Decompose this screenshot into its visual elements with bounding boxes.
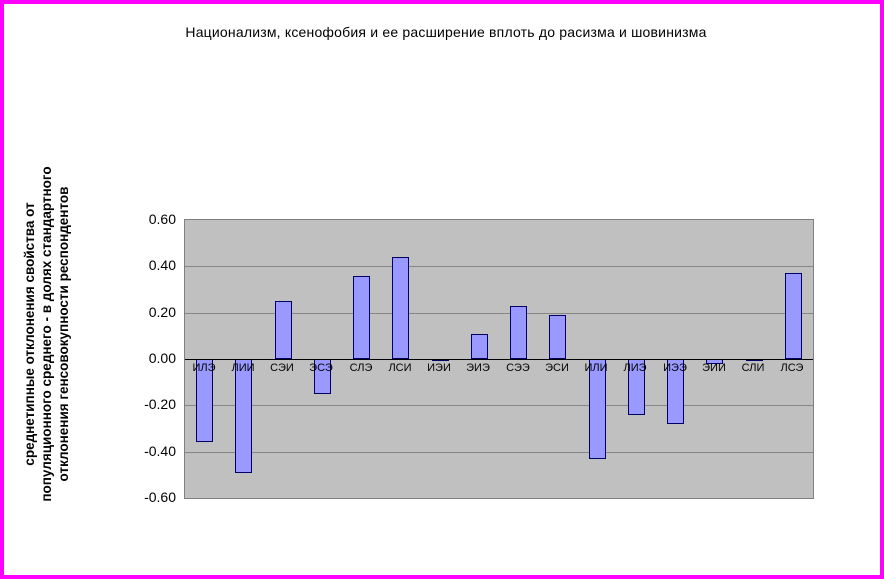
gridline — [185, 405, 813, 406]
bar-ЭИЭ — [471, 334, 488, 359]
gridline — [185, 266, 813, 267]
bar-ЛСИ — [392, 257, 409, 359]
y-axis-tick-label: 0.20 — [148, 304, 176, 320]
bar-ЛИИ — [235, 359, 252, 473]
x-axis-category-label: СЛИ — [741, 362, 765, 374]
x-axis-category-label: ЭИЭ — [466, 362, 490, 374]
y-axis-title-line: популяционного среднего - в долях станда… — [39, 166, 54, 502]
x-axis-category-label: СЭИ — [270, 362, 294, 374]
x-axis-category-label: СЛЭ — [349, 362, 373, 374]
y-axis-tick-label: -0.40 — [144, 443, 176, 459]
x-axis-category-label: ЛСИ — [388, 362, 412, 374]
x-axis-category-label: ИЛИ — [584, 362, 608, 374]
x-axis-category-label: ЭИИ — [702, 362, 726, 374]
x-axis-category-label: ИЭИ — [427, 362, 451, 374]
x-axis-category-label: ЭСЭ — [309, 362, 333, 374]
x-axis-category-label: ИЭЭ — [663, 362, 687, 374]
y-axis-title-line: отклонения генсовокупности респондентов — [56, 186, 71, 482]
chart-title: Национализм, ксенофобия и ее расширение … — [185, 24, 707, 40]
y-axis-title-line: среднетипные отклонения свойства от — [22, 202, 37, 466]
gridline — [185, 313, 813, 314]
x-axis-category-label: ИЛЭ — [192, 362, 216, 374]
bar-СЭЭ — [510, 306, 527, 359]
bar-СЭИ — [275, 301, 292, 359]
bar-СЛЭ — [353, 276, 370, 359]
y-axis-tick-label: 0.00 — [148, 350, 176, 366]
x-axis-category-label: ЛИЭ — [623, 362, 647, 374]
y-axis-tick-label: -0.20 — [144, 396, 176, 412]
x-axis-category-label: ЭСИ — [545, 362, 569, 374]
bar-ИЛИ — [589, 359, 606, 459]
x-axis-category-label: ЛИИ — [231, 362, 255, 374]
zero-axis-line — [185, 359, 813, 360]
plot-area — [184, 219, 814, 499]
x-axis-category-label: ЛСЭ — [780, 362, 804, 374]
y-axis-tick-label: 0.60 — [148, 211, 176, 227]
y-axis-title: среднетипные отклонения свойства от попу… — [21, 84, 81, 575]
y-axis-tick-label: 0.40 — [148, 257, 176, 273]
gridline — [185, 452, 813, 453]
bar-ЭСИ — [549, 315, 566, 359]
bar-ЛСЭ — [785, 273, 802, 359]
x-axis-category-label: СЭЭ — [506, 362, 530, 374]
y-axis-tick-label: -0.60 — [144, 489, 176, 505]
